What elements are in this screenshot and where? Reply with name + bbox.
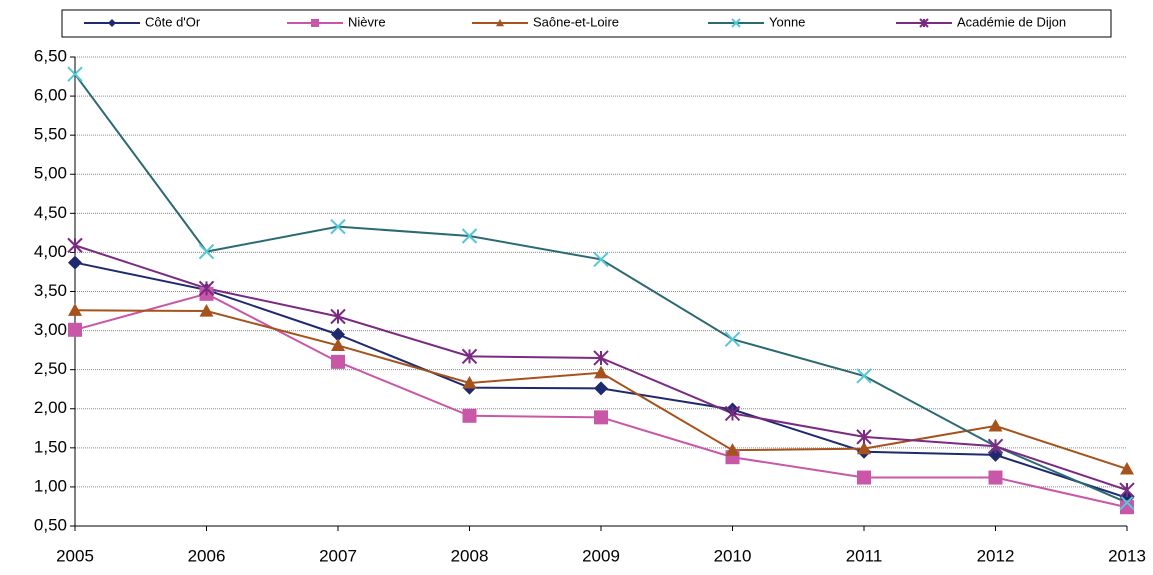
x-tick-label: 2006 (188, 546, 226, 565)
x-tick-label: 2013 (1108, 546, 1146, 565)
marker (724, 331, 741, 347)
marker (856, 368, 872, 384)
marker (199, 304, 214, 317)
marker (331, 354, 345, 369)
legend-label: Saône-et-Loire (533, 14, 619, 29)
x-tick-label: 2007 (319, 546, 357, 565)
marker (594, 381, 608, 396)
marker (68, 322, 82, 337)
y-tick-label: 6,50 (34, 46, 67, 65)
y-tick-label: 1,50 (34, 437, 67, 456)
marker (330, 218, 346, 235)
marker (108, 19, 116, 27)
x-tick-label: 2009 (582, 546, 620, 565)
marker (311, 19, 319, 27)
y-tick-label: 6,00 (34, 86, 67, 105)
marker (1119, 482, 1135, 498)
marker (594, 365, 608, 379)
y-tick-label: 0,50 (34, 515, 67, 534)
marker (462, 375, 477, 389)
marker (331, 338, 345, 352)
marker (198, 243, 215, 260)
legend-label: Académie de Dijon (957, 14, 1066, 29)
marker (496, 19, 504, 27)
x-tick-label: 2011 (846, 546, 883, 565)
marker (461, 348, 478, 365)
legend-label: Côte d'Or (145, 14, 201, 29)
marker (68, 303, 82, 316)
series-line (74, 292, 1128, 509)
y-tick-label: 2,00 (34, 398, 67, 417)
marker (330, 308, 346, 325)
marker (462, 408, 477, 423)
marker (856, 429, 872, 445)
x-tick-label: 2010 (714, 546, 752, 565)
series-line (74, 73, 1128, 504)
marker (331, 327, 345, 342)
marker (594, 410, 608, 425)
marker (857, 441, 871, 455)
y-tick-label: 1,00 (34, 476, 67, 495)
marker (198, 280, 215, 297)
x-tick-label: 2005 (56, 546, 94, 565)
marker (988, 447, 1003, 462)
y-tick-label: 3,50 (34, 281, 67, 300)
marker (725, 443, 740, 456)
marker (593, 350, 609, 366)
y-tick-label: 4,00 (34, 242, 67, 261)
marker (724, 405, 741, 422)
marker (593, 251, 609, 268)
marker (1119, 494, 1135, 511)
marker (987, 438, 1004, 454)
y-tick-label: 2,50 (34, 359, 67, 378)
marker (1120, 500, 1134, 515)
marker (919, 18, 929, 28)
y-tick-label: 5,00 (34, 164, 67, 183)
marker (1120, 461, 1134, 475)
legend: Côte d'Or Nièvre Saône-et-Loire Yonne Académ… (84, 14, 1066, 29)
marker (461, 228, 478, 244)
y-tick-label: 3,00 (34, 320, 67, 339)
marker (68, 255, 82, 270)
series-line (74, 261, 1128, 499)
marker (988, 418, 1003, 432)
marker (857, 470, 871, 485)
legend-label: Yonne (769, 14, 805, 29)
x-tick-label: 2008 (451, 546, 489, 565)
marker (67, 237, 83, 254)
y-tick-label: 4,50 (34, 203, 67, 222)
x-tick-label: 2012 (977, 546, 1015, 565)
y-tick-label: 5,50 (34, 125, 67, 144)
marker (731, 18, 741, 28)
marker (67, 66, 83, 82)
marker (988, 470, 1003, 485)
legend-label: Nièvre (348, 14, 386, 29)
